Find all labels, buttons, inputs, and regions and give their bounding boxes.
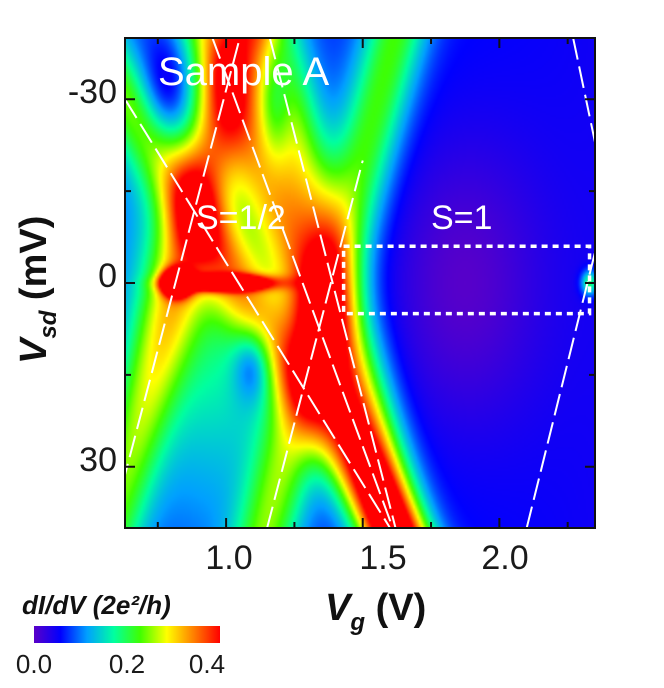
colorbar: dI/dV (2e²/h) 0.0 0.2 0.4 <box>16 590 225 679</box>
spin-1-highlight-box <box>341 244 592 316</box>
y-tick-label: 0 <box>98 257 117 295</box>
coulomb-diamond-edges <box>125 38 595 528</box>
x-tick-label: 1.5 <box>359 539 406 577</box>
diamond-edge-line <box>125 38 241 479</box>
colorbar-tick-label: 0.0 <box>16 649 52 679</box>
diamond-edge-line <box>211 38 394 528</box>
colorbar-gradient <box>34 626 220 643</box>
y-tick-label: -30 <box>68 73 117 111</box>
diamond-edge-line <box>525 252 595 528</box>
x-tick-label: 1.0 <box>205 539 252 577</box>
spin-half-label: S=1/2 <box>196 199 286 237</box>
axis-tick-marks <box>125 38 595 528</box>
diamond-edge-line <box>125 98 391 528</box>
x-tick-label: 2.0 <box>481 539 528 577</box>
y-tick-labels: -30 0 30 <box>68 73 117 479</box>
x-axis-label: Vg (V) <box>325 587 426 636</box>
conductance-heatmap <box>125 38 595 528</box>
diamond-edge-line <box>266 160 364 528</box>
diamond-edge-line <box>268 38 397 528</box>
spin-one-label: S=1 <box>431 199 492 237</box>
y-tick-label: 30 <box>79 441 117 479</box>
heatmap-plot <box>124 37 596 529</box>
x-tick-labels: 1.0 1.5 2.0 <box>205 539 528 577</box>
diamond-edge-line <box>572 38 595 143</box>
y-axis-label: Vsd (mV) <box>13 216 62 364</box>
colorbar-tick-label: 0.2 <box>109 649 145 679</box>
sample-label: Sample A <box>158 50 330 94</box>
colorbar-title: dI/dV (2e²/h) <box>22 590 171 620</box>
colorbar-tick-label: 0.4 <box>189 649 225 679</box>
